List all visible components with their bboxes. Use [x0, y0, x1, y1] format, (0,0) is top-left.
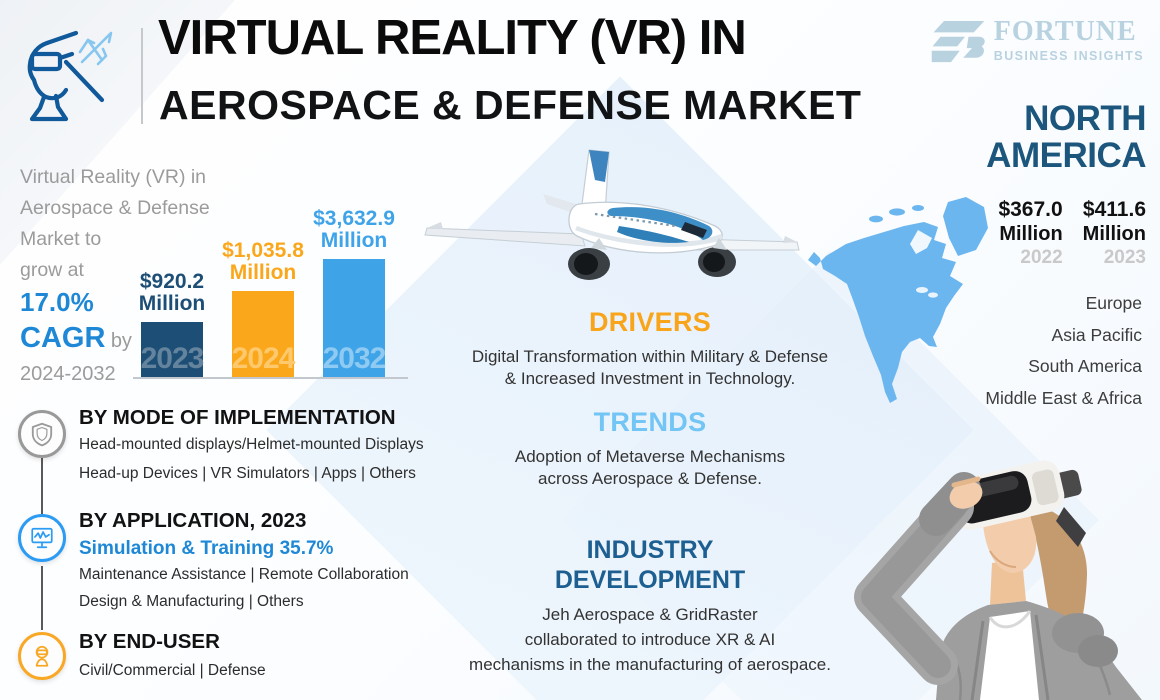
vr-person-photo [840, 455, 1160, 700]
segment-line: Design & Manufacturing | Others [79, 593, 304, 610]
trends-section: TRENDS Adoption of Metaverse Mechanisms … [425, 407, 875, 491]
industry-text-line: Jeh Aerospace & GridRaster [542, 605, 758, 624]
segment-line: Civil/Commercial | Defense [79, 662, 266, 679]
segment-line: Maintenance Assistance | Remote Collabor… [79, 566, 409, 583]
timeline-connector [41, 458, 43, 514]
cagr-value: 17.0% [20, 287, 94, 317]
region-item: Middle East & Africa [985, 387, 1142, 408]
timeline-connector [41, 566, 43, 630]
trends-text-line: Adoption of Metaverse Mechanisms [514, 446, 786, 466]
page-title-line2: AEROSPACE & DEFENSE MARKET [159, 82, 862, 128]
stat-2023: $411.6 Million 2023 [1082, 198, 1146, 268]
shield-icon [29, 421, 55, 447]
bar-year-label: 2024 [231, 342, 296, 375]
vr-user-icon [29, 643, 55, 669]
brand-mark-icon [930, 18, 986, 66]
region-title: NORTH AMERICA [986, 99, 1146, 175]
bar-value-label: $920.2 Million [138, 269, 206, 316]
bar-2023: 2023 [140, 322, 205, 377]
industry-text-line: collaborated to introduce XR & AI [524, 630, 776, 649]
segment-circle-mode [18, 410, 66, 458]
industry-text-line: mechanisms in the manufacturing of aeros… [469, 655, 831, 674]
bar-2024: 2024 [231, 291, 296, 377]
region-item: Europe [1085, 293, 1142, 313]
other-regions-list: Europe Asia Pacific South America Middle… [985, 288, 1142, 414]
brand-name: FORTUNE [993, 16, 1137, 47]
north-america-map [806, 196, 998, 420]
bar-group-2024: $1,035.8 Million 2024 [222, 180, 304, 377]
bar-year-label: 2032 [322, 342, 387, 375]
forecast-period: 2024-2032 [20, 363, 116, 385]
bar-value-label: $3,632.9 Million [313, 206, 395, 253]
bar-year-label: 2023 [140, 342, 205, 375]
segment-title-mode: BY MODE OF IMPLEMENTATION [79, 406, 396, 429]
segment-highlight: Simulation & Training 35.7% [79, 538, 334, 559]
industry-development-title: INDUSTRY DEVELOPMENT [554, 536, 746, 594]
bar-group-2023: $920.2 Million 2023 [138, 180, 206, 377]
page-title-line1: VIRTUAL REALITY (VR) IN [158, 11, 747, 65]
bar-group-2032: $3,632.9 Million 2032 [313, 180, 395, 377]
intro-line: Market to [20, 228, 102, 250]
monitor-icon [29, 525, 55, 551]
segment-title-application: BY APPLICATION, 2023 [79, 509, 307, 532]
airplane-illustration [423, 142, 805, 294]
segment-line: Head-up Devices | VR Simulators | Apps |… [79, 465, 416, 482]
region-item: Asia Pacific [1051, 324, 1142, 345]
chart-baseline [133, 377, 408, 379]
segment-line: Head-mounted displays/Helmet-mounted Dis… [79, 436, 424, 453]
bar-value-label: $1,035.8 Million [222, 238, 304, 285]
segment-circle-application [18, 514, 66, 562]
industry-development-section: INDUSTRY DEVELOPMENT Jeh Aerospace & Gri… [425, 535, 875, 677]
header-divider [141, 28, 143, 124]
drivers-section: DRIVERS Digital Transformation within Mi… [425, 307, 875, 391]
cagr-by: by [110, 330, 132, 352]
segment-circle-enduser [18, 632, 66, 680]
intro-text: Virtual Reality (VR) in Aerospace & Defe… [20, 162, 240, 388]
intro-line: Aerospace & Defense [20, 197, 210, 219]
region-stats: $367.0 Million 2022 $411.6 Million 2023 [998, 198, 1146, 269]
intro-line: grow at [20, 259, 84, 281]
bar-2032: 2032 [322, 259, 387, 377]
drivers-title: DRIVERS [588, 307, 712, 337]
trends-text-line: across Aerospace & Defense. [538, 469, 762, 489]
segment-title-enduser: BY END-USER [79, 630, 220, 653]
cagr-label: CAGR [20, 322, 106, 354]
intro-line: Virtual Reality (VR) in [20, 166, 207, 188]
trends-title: TRENDS [593, 407, 707, 437]
stat-2022: $367.0 Million 2022 [998, 198, 1063, 268]
drivers-text-line: & Increased Investment in Technology. [504, 369, 796, 389]
market-size-bar-chart: $920.2 Million 2023 $1,035.8 Million 2024 … [133, 180, 408, 379]
vr-user-plane-icon [14, 16, 132, 126]
brand-tagline: BUSINESS INSIGHTS [993, 49, 1144, 63]
drivers-text-line: Digital Transformation within Military &… [471, 346, 829, 366]
region-item: South America [1028, 356, 1142, 376]
fortune-business-insights-logo: FORTUNE BUSINESS INSIGHTS [930, 18, 1144, 66]
